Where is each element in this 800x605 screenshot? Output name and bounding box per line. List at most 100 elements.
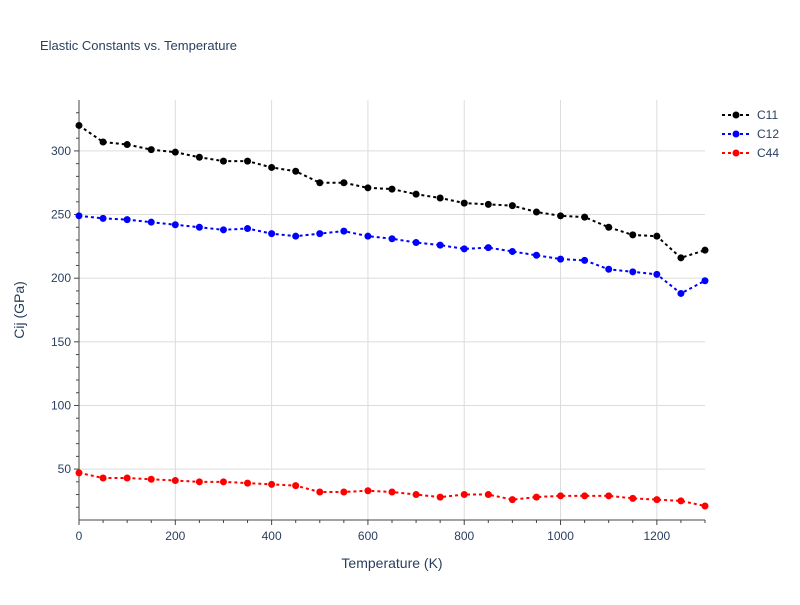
- axis-layer: 0 200 400 600 800 1000 1200 50 100 150 200 250 300: [51, 100, 706, 543]
- y-axis-label: Cij (GPa): [11, 281, 27, 339]
- data-point-c44: [532, 493, 540, 501]
- legend-item-c44[interactable]: C44: [722, 146, 779, 160]
- legend-swatch-marker: [732, 130, 740, 138]
- y-tick-label: 150: [51, 335, 71, 349]
- x-tick-label: 400: [262, 529, 282, 543]
- data-point-c12: [99, 214, 107, 222]
- data-point-c12: [653, 270, 661, 278]
- data-point-c12: [340, 227, 348, 235]
- data-point-c44: [268, 480, 276, 488]
- series-line-c12: [78, 214, 706, 295]
- data-point-c44: [436, 493, 444, 501]
- data-point-c11: [292, 167, 300, 175]
- data-point-c44: [99, 474, 107, 482]
- data-point-c11: [123, 141, 131, 149]
- data-point-c11: [653, 232, 661, 240]
- data-point-c11: [316, 179, 324, 187]
- x-tick-label: 800: [454, 529, 474, 543]
- data-point-c11: [388, 185, 396, 193]
- data-point-c11: [557, 212, 565, 220]
- data-point-c11: [364, 184, 372, 192]
- data-point-c44: [557, 492, 565, 500]
- data-point-c12: [316, 230, 324, 238]
- data-point-c12: [292, 232, 300, 240]
- y-tick-label: 50: [58, 462, 72, 476]
- data-point-c12: [701, 277, 709, 285]
- data-point-c12: [508, 247, 516, 255]
- x-tick-label: 600: [358, 529, 378, 543]
- x-tick-label: 200: [165, 529, 185, 543]
- data-point-c44: [316, 488, 324, 496]
- data-point-c44: [219, 478, 227, 486]
- grid-layer: [79, 100, 705, 520]
- data-point-c11: [701, 246, 709, 254]
- legend-item-c11[interactable]: C11: [722, 108, 778, 122]
- data-point-c11: [171, 148, 179, 156]
- data-point-c12: [219, 226, 227, 234]
- data-point-c12: [581, 256, 589, 264]
- data-point-c44: [484, 491, 492, 499]
- data-point-c44: [171, 477, 179, 485]
- data-point-c11: [268, 163, 276, 171]
- data-point-c11: [484, 200, 492, 208]
- data-point-c12: [677, 289, 685, 297]
- y-tick-label: 100: [51, 398, 71, 412]
- x-tick-label: 1000: [547, 529, 574, 543]
- data-point-c12: [75, 212, 83, 220]
- data-point-c11: [436, 194, 444, 202]
- data-point-c11: [195, 153, 203, 161]
- data-point-c44: [123, 474, 131, 482]
- data-point-c44: [629, 494, 637, 502]
- data-point-c44: [701, 502, 709, 510]
- data-point-c11: [99, 138, 107, 146]
- data-point-c44: [388, 488, 396, 496]
- data-point-c11: [147, 146, 155, 154]
- legend-swatch-marker: [732, 111, 740, 119]
- data-point-c11: [605, 223, 613, 231]
- data-point-c12: [557, 255, 565, 263]
- data-point-c44: [364, 487, 372, 495]
- data-point-c12: [364, 232, 372, 240]
- data-point-c11: [460, 199, 468, 207]
- legend-label: C11: [757, 108, 778, 122]
- data-point-c12: [268, 230, 276, 238]
- y-tick-label: 300: [51, 144, 71, 158]
- data-point-c12: [436, 241, 444, 249]
- data-point-c44: [340, 488, 348, 496]
- x-tick-label: 1200: [643, 529, 670, 543]
- data-point-c11: [677, 254, 685, 262]
- x-tick-label: 0: [76, 529, 83, 543]
- data-point-c44: [581, 492, 589, 500]
- chart-title: Elastic Constants vs. Temperature: [40, 38, 237, 53]
- data-point-c12: [147, 218, 155, 226]
- data-point-c11: [244, 157, 252, 165]
- data-point-c12: [532, 251, 540, 259]
- data-point-c11: [532, 208, 540, 216]
- y-tick-label: 200: [51, 271, 71, 285]
- data-point-c12: [629, 268, 637, 276]
- data-point-c44: [677, 497, 685, 505]
- data-point-c44: [244, 479, 252, 487]
- data-point-c11: [340, 179, 348, 187]
- y-tick-label: 250: [51, 208, 71, 222]
- legend[interactable]: C11 C12 C44: [722, 108, 779, 160]
- data-point-c11: [581, 213, 589, 221]
- legend-swatch-marker: [732, 149, 740, 157]
- data-point-c44: [75, 469, 83, 477]
- data-point-c11: [75, 121, 83, 129]
- data-point-c44: [653, 496, 661, 504]
- data-point-c44: [460, 491, 468, 499]
- x-axis-label: Temperature (K): [341, 555, 442, 571]
- legend-label: C44: [757, 146, 779, 160]
- data-point-c12: [195, 223, 203, 231]
- data-point-c12: [484, 244, 492, 252]
- data-point-c12: [123, 216, 131, 224]
- data-point-c12: [171, 221, 179, 229]
- data-point-c11: [629, 231, 637, 239]
- data-point-c44: [508, 496, 516, 504]
- data-point-c12: [460, 245, 468, 253]
- legend-item-c12[interactable]: C12: [722, 127, 779, 141]
- data-point-c44: [195, 478, 203, 486]
